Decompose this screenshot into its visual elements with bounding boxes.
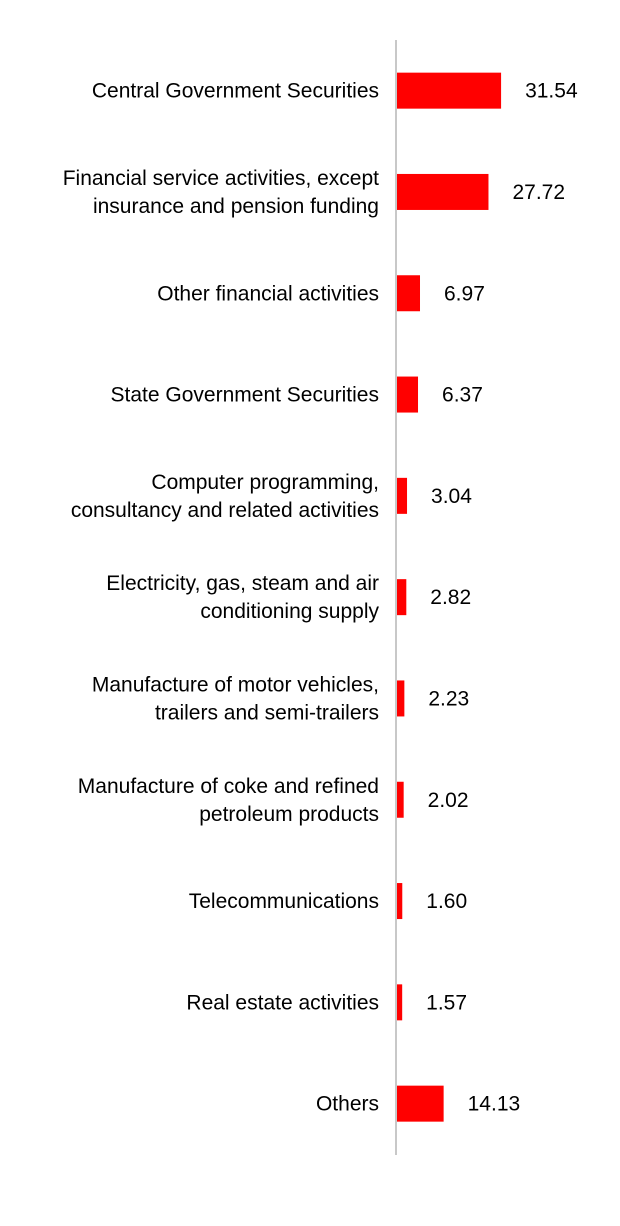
category-label-line: Others (316, 1093, 379, 1116)
value-label-4: 3.04 (431, 485, 472, 508)
value-label-5: 2.82 (430, 586, 471, 609)
category-label-6: Manufacture of motor vehicles, trailers a… (92, 673, 379, 724)
category-label-line: Telecommunications (189, 890, 379, 913)
category-label-0: Central Government Securities (92, 80, 379, 103)
bar-7 (397, 781, 404, 818)
category-label-5: Electricity, gas, steam and air condition… (106, 572, 379, 623)
bar-2 (397, 275, 421, 312)
category-label-9: Real estate activities (186, 991, 379, 1014)
bar-10 (397, 1085, 444, 1122)
value-label-7: 2.02 (428, 789, 469, 812)
value-label-3: 6.37 (442, 384, 483, 407)
bar-4 (397, 477, 408, 514)
category-label-line: insurance and pension funding (93, 195, 379, 218)
category-label-line: Manufacture of motor vehicles, (92, 673, 379, 696)
category-label-line: trailers and semi-trailers (155, 701, 379, 724)
category-label-line: Real estate activities (186, 991, 379, 1014)
value-label-6: 2.23 (428, 687, 469, 710)
bars-layer (397, 72, 502, 1122)
category-label-3: State Government Securities (111, 384, 379, 407)
category-label-line: Electricity, gas, steam and air (106, 572, 379, 595)
bar-1 (397, 173, 489, 210)
value-label-0: 31.54 (525, 80, 578, 103)
value-label-8: 1.60 (426, 890, 467, 913)
category-label-1: Financial service activities, except insu… (63, 167, 379, 218)
bar-5 (397, 579, 407, 616)
category-label-10: Others (316, 1093, 379, 1116)
category-label-line: Manufacture of coke and refined (78, 775, 379, 798)
value-label-9: 1.57 (426, 991, 467, 1014)
category-labels-layer: Central Government Securities Financial s… (63, 80, 380, 1116)
category-label-4: Computer programming, consultancy and rel… (71, 471, 379, 522)
category-label-2: Other financial activities (157, 282, 379, 305)
bar-0 (397, 72, 502, 109)
bar-3 (397, 376, 419, 413)
bar-8 (397, 883, 403, 920)
value-label-1: 27.72 (512, 181, 565, 204)
category-label-line: Financial service activities, except (63, 167, 379, 190)
bar-6 (397, 680, 405, 717)
category-label-line: consultancy and related activities (71, 499, 379, 522)
category-label-line: Other financial activities (157, 282, 379, 305)
category-label-line: conditioning supply (200, 600, 379, 623)
category-label-8: Telecommunications (189, 890, 379, 913)
value-label-10: 14.13 (468, 1093, 521, 1116)
category-label-line: Central Government Securities (92, 80, 379, 103)
value-labels-layer: 31.54 27.72 6.97 6.37 3.04 2.82 2.23 2.02 1.60 1.… (426, 80, 578, 1116)
value-label-2: 6.97 (444, 282, 485, 305)
category-label-line: Computer programming, (151, 471, 379, 494)
bar-9 (397, 984, 403, 1021)
category-label-7: Manufacture of coke and refined petroleum… (78, 775, 379, 826)
category-label-line: State Government Securities (111, 384, 379, 407)
category-label-line: petroleum products (199, 803, 379, 826)
